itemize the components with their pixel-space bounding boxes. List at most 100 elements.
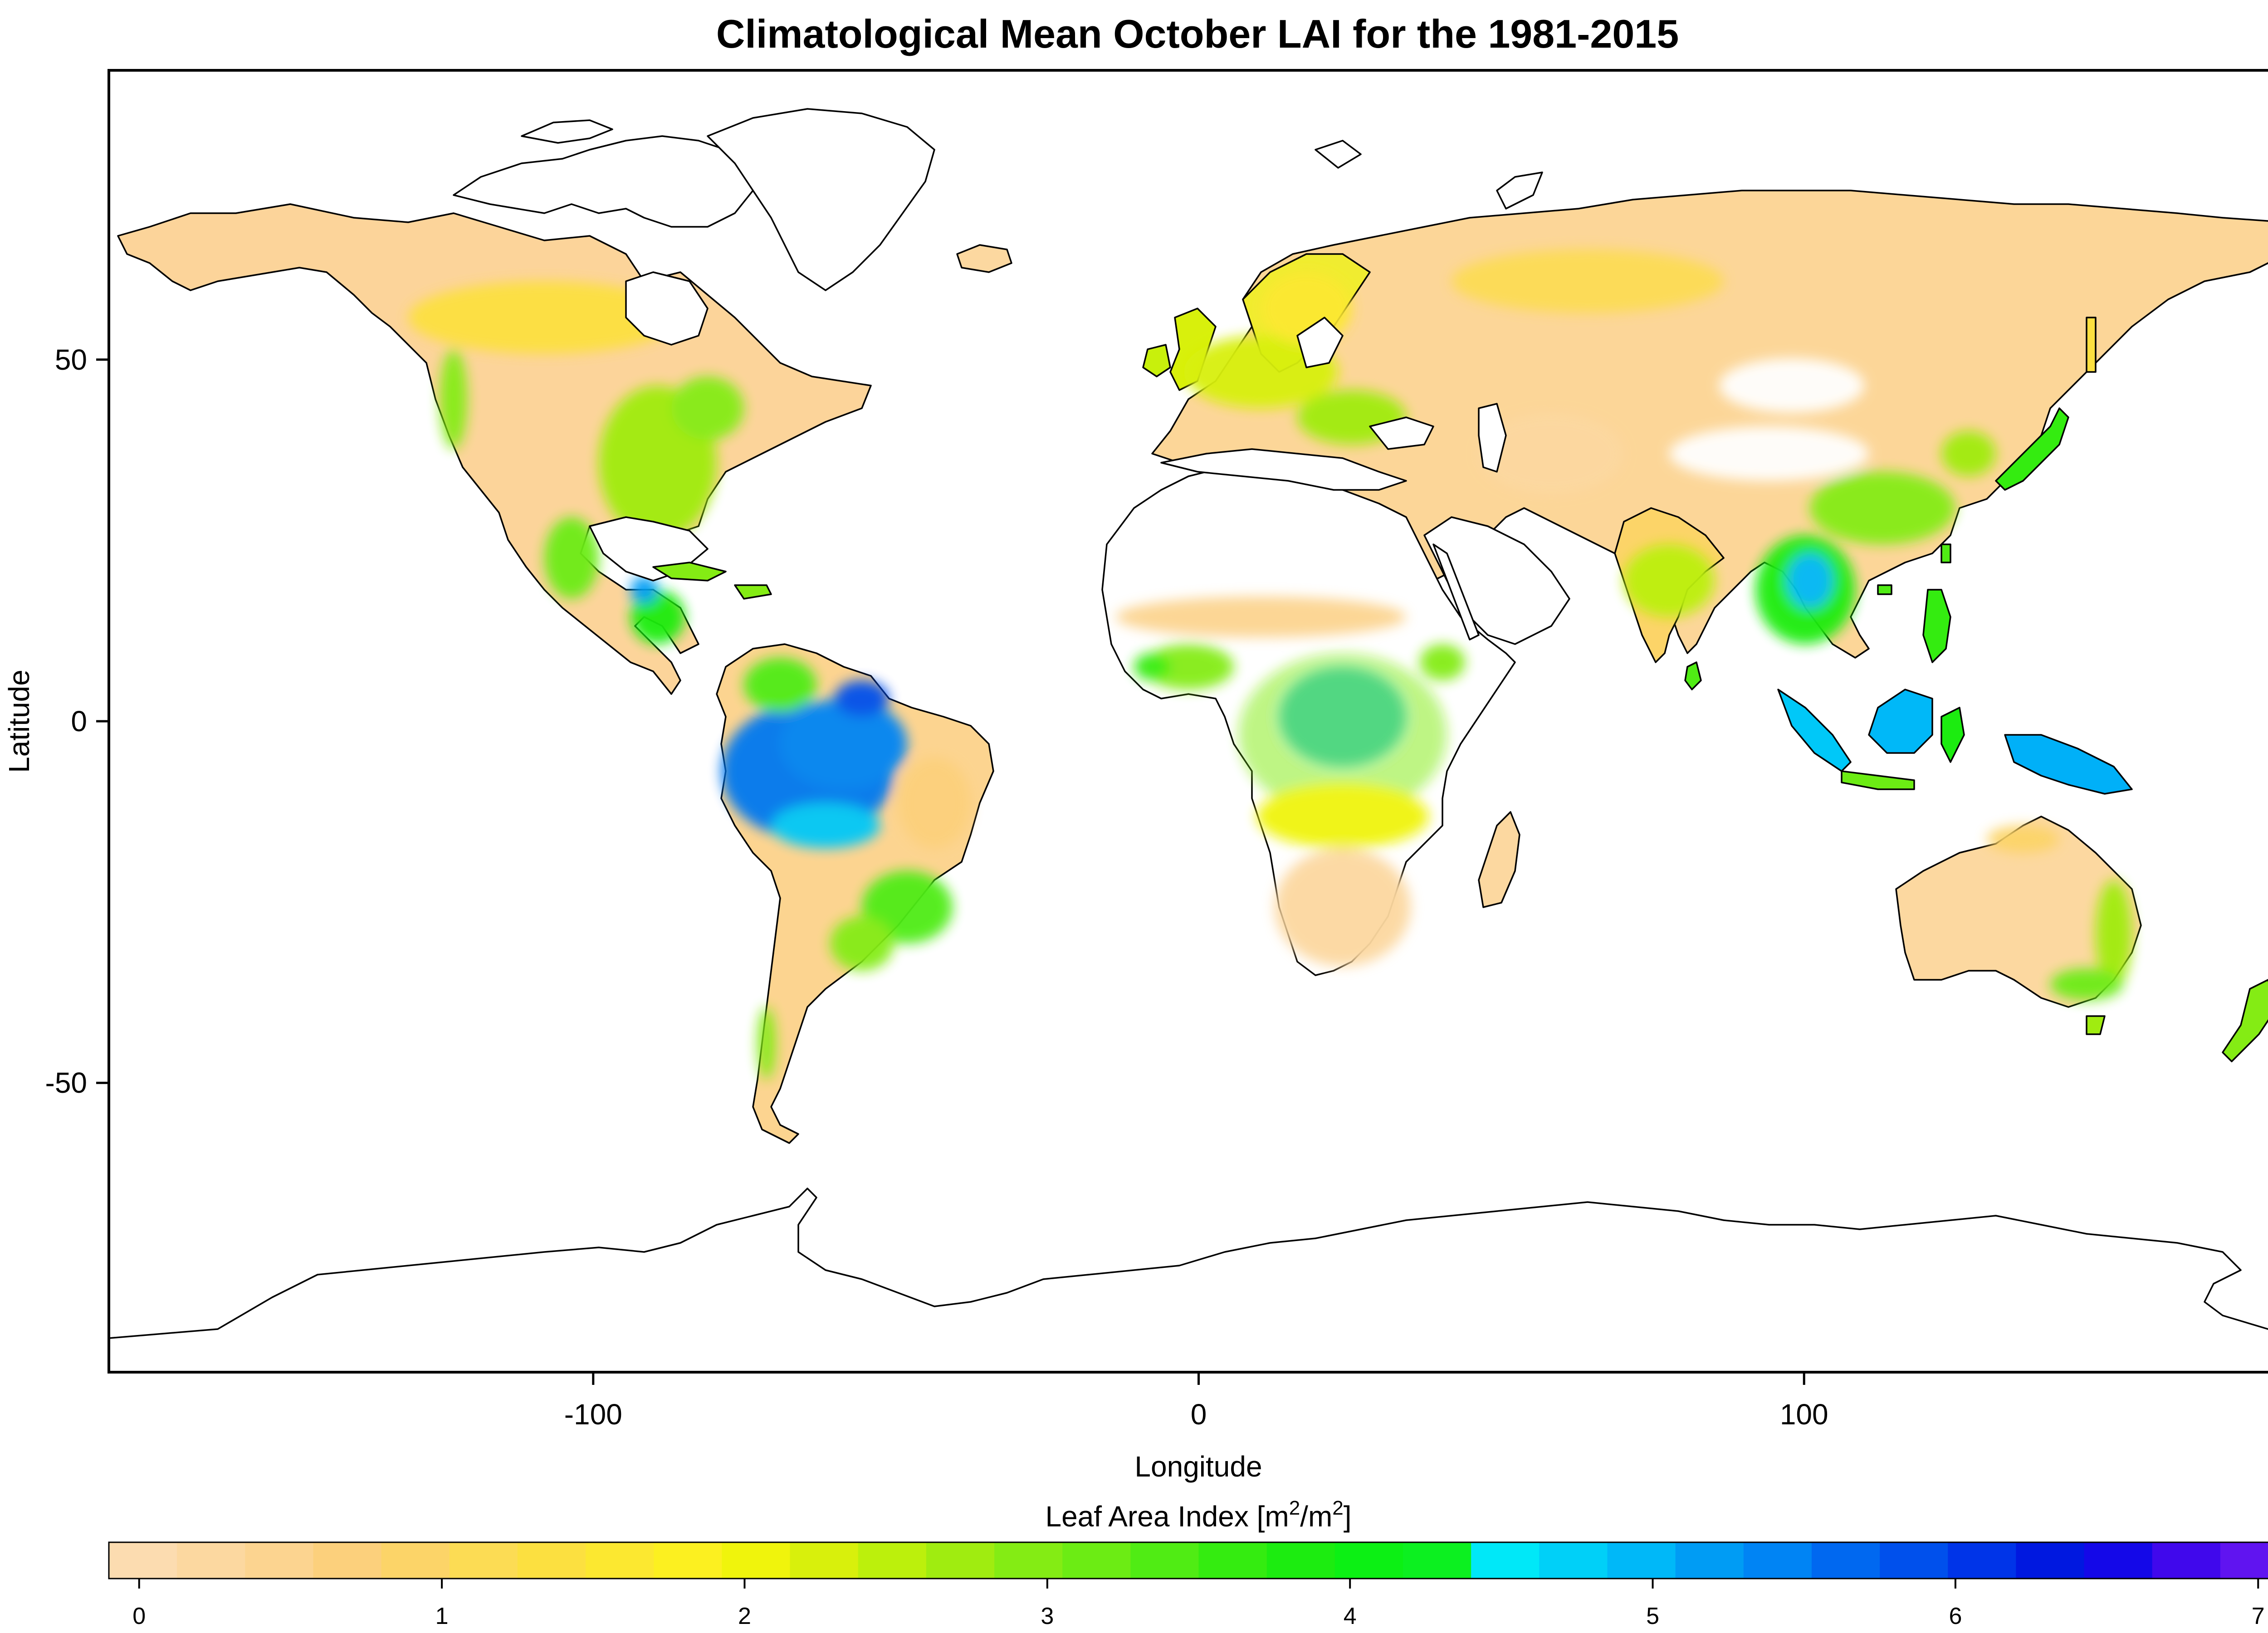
colorbar-swatch — [586, 1542, 655, 1579]
x-tick-label: 100 — [1780, 1398, 1828, 1431]
y-tick-label: -50 — [45, 1066, 88, 1099]
java-landmass — [1841, 770, 1915, 790]
arctic-islands — [453, 135, 754, 228]
lai-patch-east-australia — [2096, 880, 2132, 989]
x-axis: -100 0 100 — [564, 1372, 1828, 1431]
lai-patch-sahel — [1116, 596, 1406, 637]
colorbar-swatch — [1334, 1542, 1403, 1579]
y-tick-label: 50 — [55, 343, 87, 376]
colorbar-title-end: ] — [1344, 1500, 1352, 1533]
sulawesi-landmass — [1941, 707, 1965, 763]
caspian-sea — [1478, 403, 1507, 473]
lai-patch-southern-africa — [1275, 848, 1411, 966]
ireland-landmass — [1142, 344, 1171, 377]
colorbar-swatch — [1403, 1542, 1472, 1579]
lai-patch-congo-rim — [1238, 653, 1447, 816]
hispaniola-island — [734, 584, 772, 600]
x-tick-label: -100 — [564, 1398, 622, 1431]
colorbar-swatch — [1539, 1542, 1608, 1579]
x-axis-label: Longitude — [1134, 1450, 1262, 1483]
lai-patch-amazon-central — [780, 699, 907, 789]
lai-patch-indochina-core — [1787, 553, 1833, 608]
madagascar-landmass — [1478, 811, 1520, 908]
colorbar-swatch — [2152, 1542, 2221, 1579]
colorbar-swatch — [1130, 1542, 1199, 1579]
lai-patch-south-china — [1810, 472, 1955, 544]
lai-patch-india — [1624, 544, 1715, 617]
lai-patch-amazon-south — [771, 803, 880, 848]
lai-patch-guinea-coast — [1134, 653, 1170, 680]
lai-patch-siberia-yellow — [1452, 249, 1724, 313]
svalbard — [1315, 140, 1362, 169]
y-tick-label: 0 — [71, 705, 87, 738]
arctic-island-2 — [521, 119, 613, 144]
philippines-landmass — [1922, 589, 1951, 663]
colorbar-swatch — [858, 1542, 927, 1579]
map-panel — [109, 108, 2268, 1339]
lai-patch-mongolia — [1719, 358, 1864, 413]
novaya-zemlya — [1496, 171, 1543, 210]
colorbar-swatch — [926, 1542, 995, 1579]
lai-patch-brazil-east — [898, 758, 971, 848]
colorbar-swatch — [722, 1542, 791, 1579]
lai-patch-chile-south — [758, 1007, 776, 1080]
colorbar-swatch — [1743, 1542, 1812, 1579]
lai-patch-north-australia — [1987, 826, 2059, 853]
lai-field-overlays — [408, 249, 2132, 1080]
colorbar-swatch — [449, 1542, 518, 1579]
lai-patch-parana — [830, 916, 894, 971]
colorbar-tick-label: 0 — [132, 1603, 146, 1629]
colorbar-swatch — [1811, 1542, 1881, 1579]
new-guinea-landmass — [2004, 734, 2133, 795]
north-america-landmass — [117, 203, 872, 695]
colorbar-swatch — [381, 1542, 450, 1579]
colorbar-swatch — [245, 1542, 314, 1579]
colorbar-swatch — [109, 1542, 178, 1579]
antarctica-coastline — [109, 1188, 2268, 1339]
colorbar-tick-label: 2 — [738, 1603, 751, 1629]
chart-title: Climatological Mean October LAI for the … — [716, 11, 1679, 56]
colorbar-swatch — [2016, 1542, 2085, 1579]
greenland-landmass — [707, 108, 935, 291]
lai-patch-southeast-australia — [2050, 968, 2123, 1000]
lai-patch-miombo — [1256, 785, 1429, 848]
colorbar-swatch — [2084, 1542, 2153, 1579]
colorbar-swatch — [994, 1542, 1063, 1579]
colorbar-swatch — [1948, 1542, 2017, 1579]
colorbar-swatch — [1471, 1542, 1540, 1579]
lai-patch-canada-yellow — [408, 281, 680, 354]
new-zealand-landmass — [2222, 979, 2268, 1062]
colorbar-swatch — [1266, 1542, 1335, 1579]
lai-patch-ethiopia — [1420, 644, 1465, 680]
mediterranean-sea — [1160, 448, 1407, 491]
colorbar-title-sup1: 2 — [1289, 1497, 1300, 1519]
colorbar-swatch — [517, 1542, 587, 1579]
colorbar-tick-label: 5 — [1646, 1603, 1659, 1629]
lai-patch-central-europe — [1184, 336, 1338, 408]
lai-patch-amazon-north — [835, 680, 889, 717]
lai-patch-korea — [1941, 431, 1996, 476]
colorbar-swatch — [1675, 1542, 1744, 1579]
colorbar-swatch — [1062, 1542, 1131, 1579]
iceland-landmass — [956, 244, 1012, 273]
colorbar-tick-label: 1 — [435, 1603, 449, 1629]
black-sea — [1369, 416, 1434, 450]
colorbar-tick-label: 7 — [2252, 1603, 2265, 1629]
lai-patch-colombia — [744, 658, 816, 712]
colorbar-title-mid: /m — [1300, 1500, 1332, 1533]
colorbar-title: Leaf Area Index [m2/m2] — [1045, 1497, 1351, 1533]
island-outlines — [652, 140, 2097, 600]
colorbar-swatch — [1880, 1542, 1949, 1579]
colorbar-swatch — [177, 1542, 246, 1579]
y-axis-label: Latitude — [3, 670, 35, 773]
colorbar-swatch — [1607, 1542, 1676, 1579]
sri-lanka-landmass — [1684, 661, 1702, 690]
sumatra-landmass — [1777, 689, 1852, 772]
colorbar-title-sup2: 2 — [1332, 1497, 1343, 1519]
colorbar-swatch — [790, 1542, 859, 1579]
lai-patch-west-africa — [1143, 644, 1234, 689]
lai-patch-central-asia-desert — [1479, 413, 1624, 494]
borneo-landmass — [1868, 689, 1933, 754]
lai-patch-tibet-plateau — [1669, 426, 1869, 481]
